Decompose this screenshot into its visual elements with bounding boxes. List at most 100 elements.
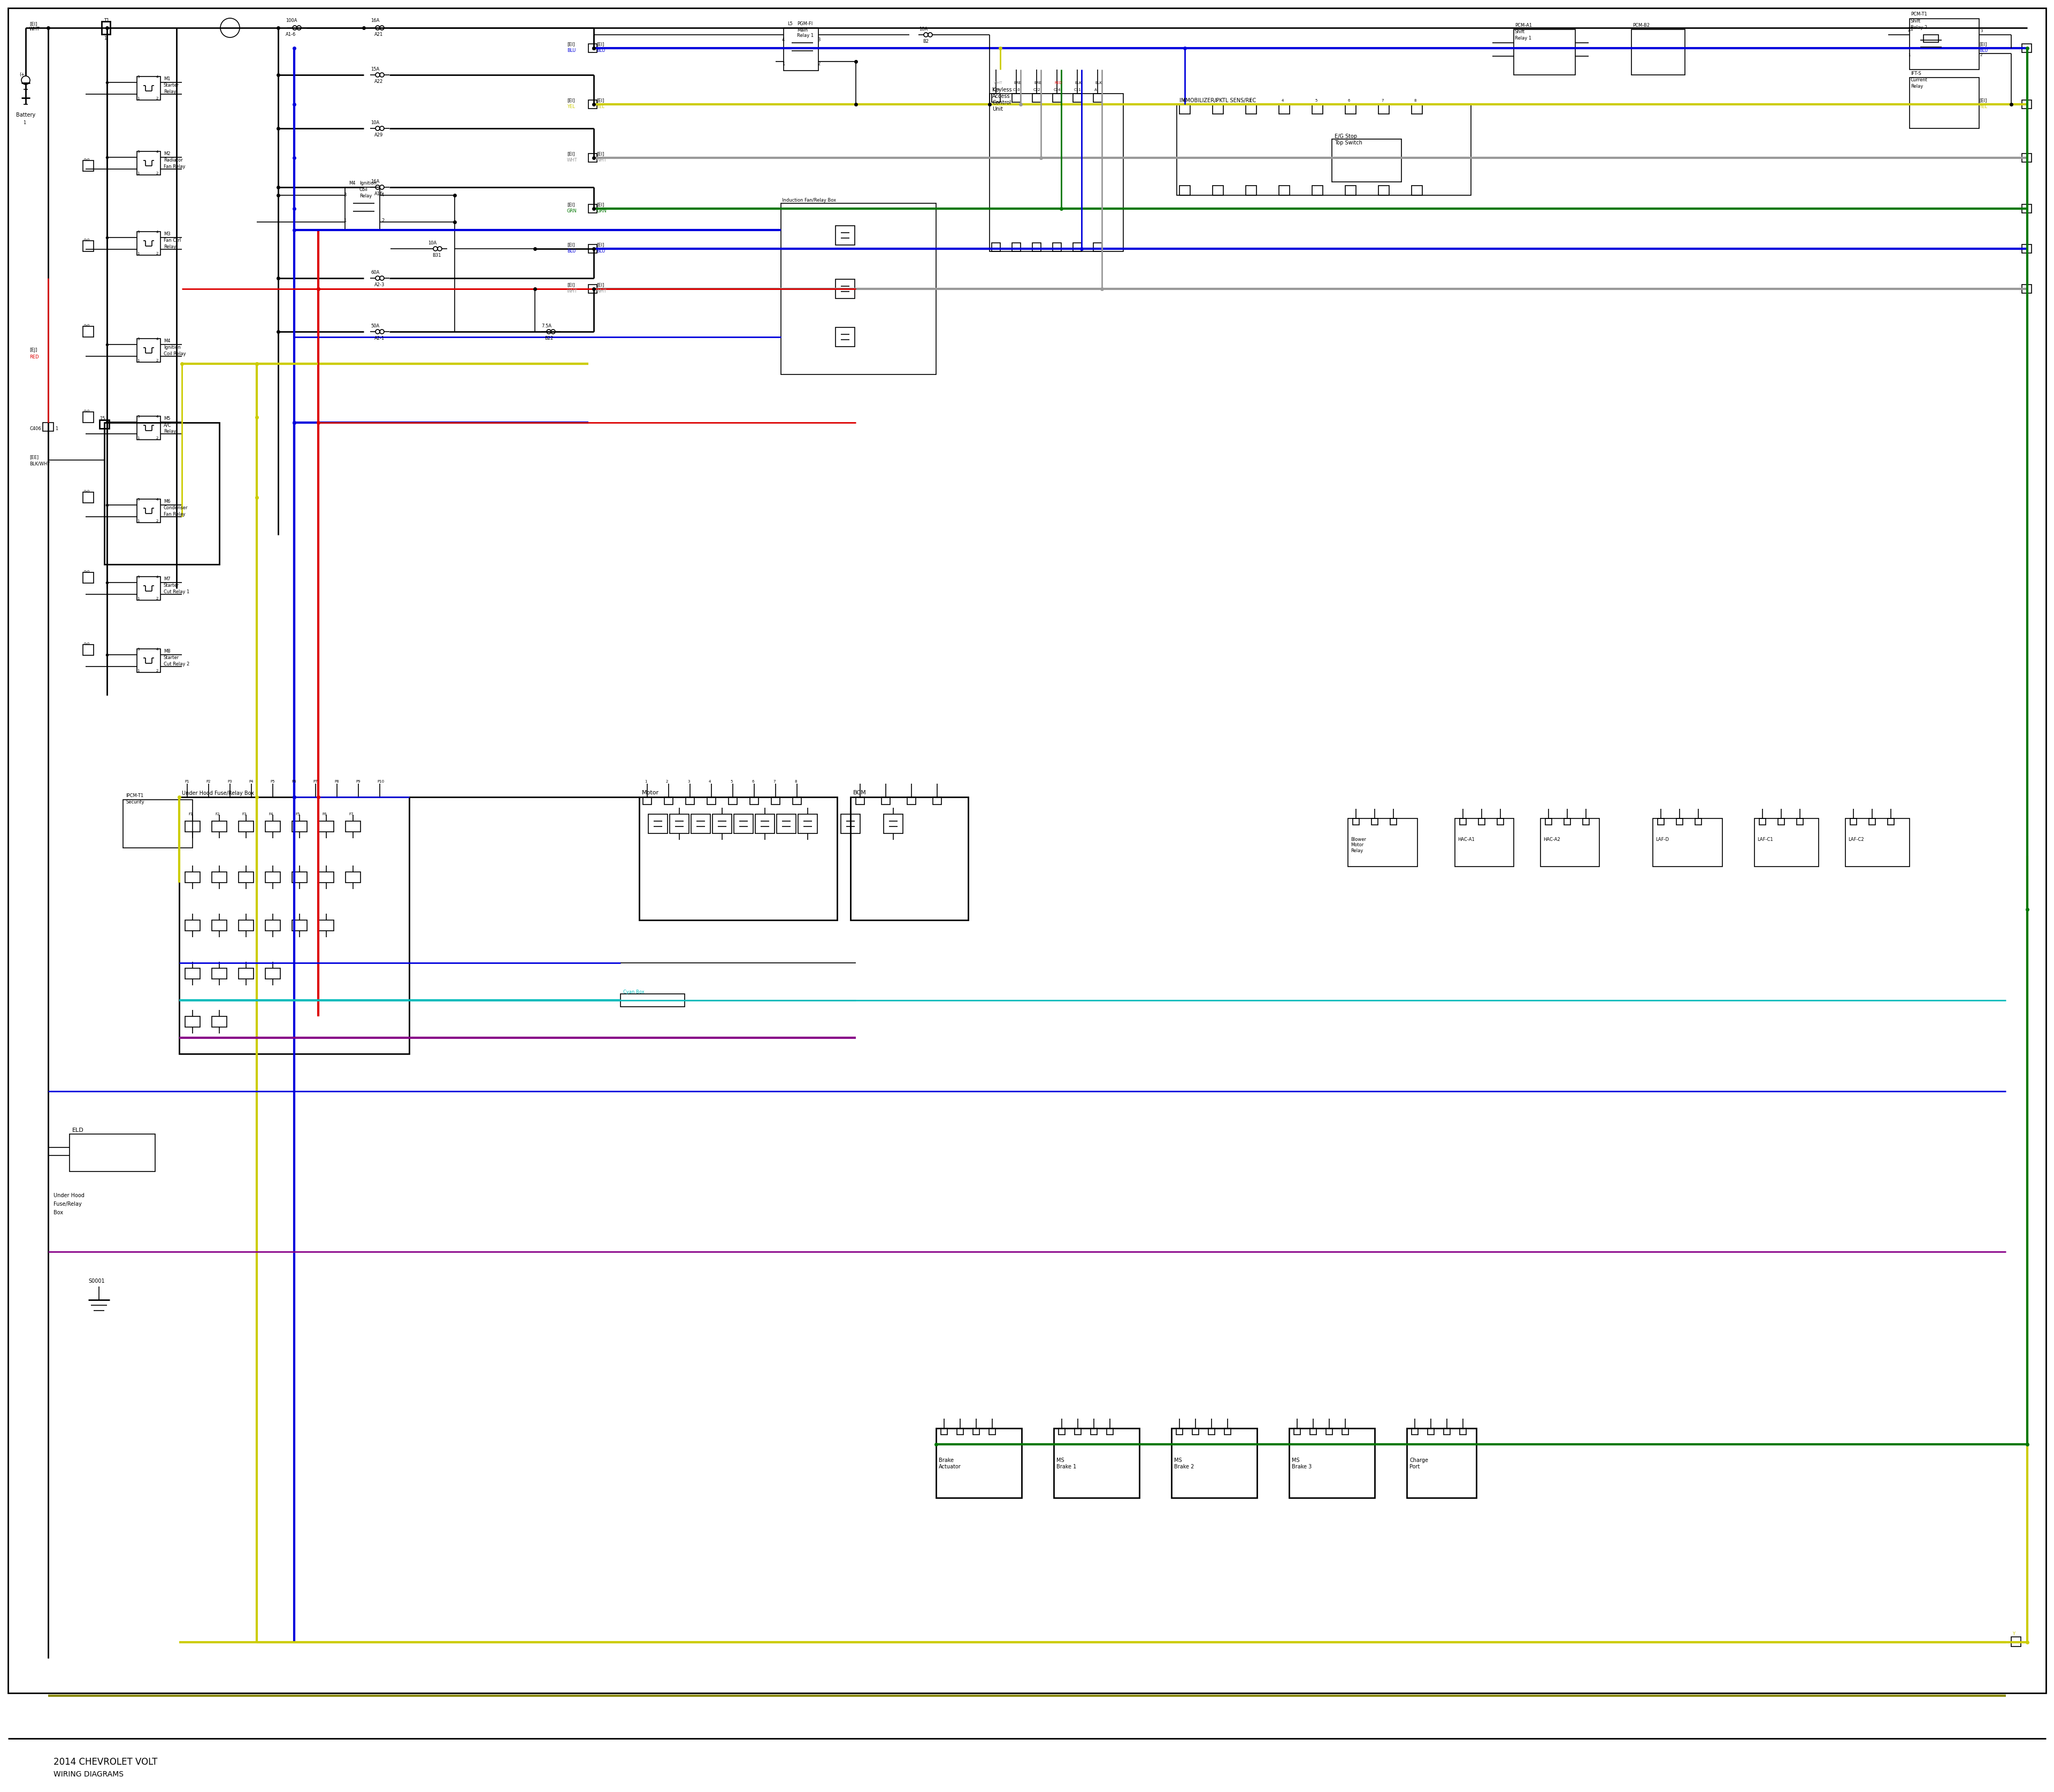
Text: M6: M6	[164, 500, 170, 504]
Text: Motor: Motor	[641, 790, 659, 796]
Bar	[265, 968, 279, 978]
Bar	[1444, 1428, 1450, 1435]
Bar	[292, 873, 306, 883]
Text: BCM: BCM	[852, 790, 867, 796]
Text: BLU: BLU	[567, 48, 575, 54]
Text: 3: 3	[817, 38, 820, 43]
Bar	[138, 500, 160, 523]
Bar	[1208, 1428, 1214, 1435]
Text: [EI]: [EI]	[596, 41, 604, 47]
Text: C19: C19	[992, 88, 1000, 91]
Text: 2: 2	[382, 219, 384, 222]
Bar	[1280, 104, 1290, 115]
Text: P5: P5	[271, 780, 275, 783]
Text: Starter: Starter	[164, 582, 179, 588]
Text: LAF-D: LAF-D	[1656, 837, 1668, 842]
Bar	[138, 151, 160, 176]
Text: [EI]: [EI]	[1980, 99, 1986, 102]
Text: 1: 1	[1908, 54, 1910, 57]
Bar	[1290, 1428, 1374, 1498]
Bar	[1378, 104, 1389, 115]
Text: 2: 2	[156, 358, 158, 362]
Bar	[1411, 104, 1421, 115]
Bar	[1013, 244, 1021, 251]
Text: M3: M3	[164, 231, 170, 237]
Bar	[123, 799, 193, 848]
Text: o-o: o-o	[84, 489, 90, 493]
Bar	[185, 1016, 199, 1027]
Text: Battery: Battery	[16, 113, 35, 118]
Text: 3: 3	[138, 647, 140, 650]
Bar	[212, 873, 226, 883]
Text: P6: P6	[292, 780, 296, 783]
Text: [EI]: [EI]	[1980, 41, 1986, 47]
Bar	[1563, 819, 1571, 824]
Text: [EI]: [EI]	[596, 283, 604, 287]
Bar	[1695, 819, 1701, 824]
Bar	[933, 797, 941, 805]
Text: Coil: Coil	[359, 186, 368, 192]
Bar	[587, 43, 598, 52]
Text: YEL: YEL	[567, 104, 575, 109]
Bar	[639, 797, 838, 919]
Text: BLK: BLK	[1074, 81, 1082, 84]
Text: WHT: WHT	[567, 289, 577, 294]
Text: 3: 3	[138, 337, 140, 340]
Bar	[1072, 93, 1082, 102]
Text: Cut Relay 2: Cut Relay 2	[164, 661, 189, 667]
Text: [EI]
WHT: [EI] WHT	[29, 22, 39, 32]
Bar	[2021, 43, 2031, 52]
Bar	[1294, 1428, 1300, 1435]
Text: B2: B2	[922, 39, 928, 43]
Text: 3: 3	[688, 780, 690, 783]
Text: [EI]: [EI]	[567, 41, 575, 47]
Bar	[587, 244, 598, 253]
Text: ELD: ELD	[72, 1127, 84, 1133]
Text: Relay: Relay	[1910, 84, 1923, 90]
Bar	[1479, 819, 1485, 824]
Bar	[663, 797, 674, 805]
Bar	[690, 814, 711, 833]
Text: 15: 15	[99, 416, 105, 421]
Text: 1: 1	[55, 426, 58, 432]
Text: P2: P2	[205, 780, 210, 783]
Text: o-o: o-o	[84, 409, 90, 412]
Text: 3: 3	[138, 498, 140, 502]
Bar	[82, 412, 94, 423]
Text: Cyan Box: Cyan Box	[622, 989, 645, 995]
Text: 8: 8	[795, 780, 797, 783]
Bar	[781, 202, 937, 375]
Text: 4: 4	[156, 498, 158, 502]
Text: 1: 1	[343, 219, 347, 222]
Bar	[908, 797, 916, 805]
Text: C406: C406	[29, 426, 41, 432]
Bar	[756, 814, 774, 833]
Text: A: A	[1095, 88, 1097, 91]
Text: F1: F1	[189, 812, 193, 815]
Bar	[1779, 819, 1785, 824]
Text: BLU: BLU	[567, 249, 575, 253]
Bar	[138, 339, 160, 362]
Bar	[836, 280, 854, 299]
Text: 4: 4	[382, 192, 384, 197]
Text: BLK: BLK	[1095, 81, 1101, 84]
Text: 60A: 60A	[370, 271, 380, 274]
Bar	[1310, 1428, 1317, 1435]
Bar	[713, 814, 731, 833]
Text: IMMOBILIZER/PKTL SENS/REC: IMMOBILIZER/PKTL SENS/REC	[1179, 99, 1257, 104]
Text: 6: 6	[1347, 99, 1349, 102]
Text: Starter: Starter	[164, 656, 179, 659]
Bar	[82, 326, 94, 337]
Text: 2: 2	[156, 668, 158, 672]
Text: 7.5A: 7.5A	[542, 324, 550, 328]
Text: LAF-C1: LAF-C1	[1756, 837, 1773, 842]
Bar	[212, 968, 226, 978]
Bar	[1545, 819, 1551, 824]
Bar	[138, 231, 160, 254]
Bar	[238, 968, 253, 978]
Text: BLU: BLU	[1980, 48, 1988, 54]
Bar	[1454, 819, 1514, 867]
Text: Keyless: Keyless	[992, 88, 1013, 93]
Text: [EI]: [EI]	[567, 242, 575, 247]
Text: 4: 4	[156, 231, 158, 233]
